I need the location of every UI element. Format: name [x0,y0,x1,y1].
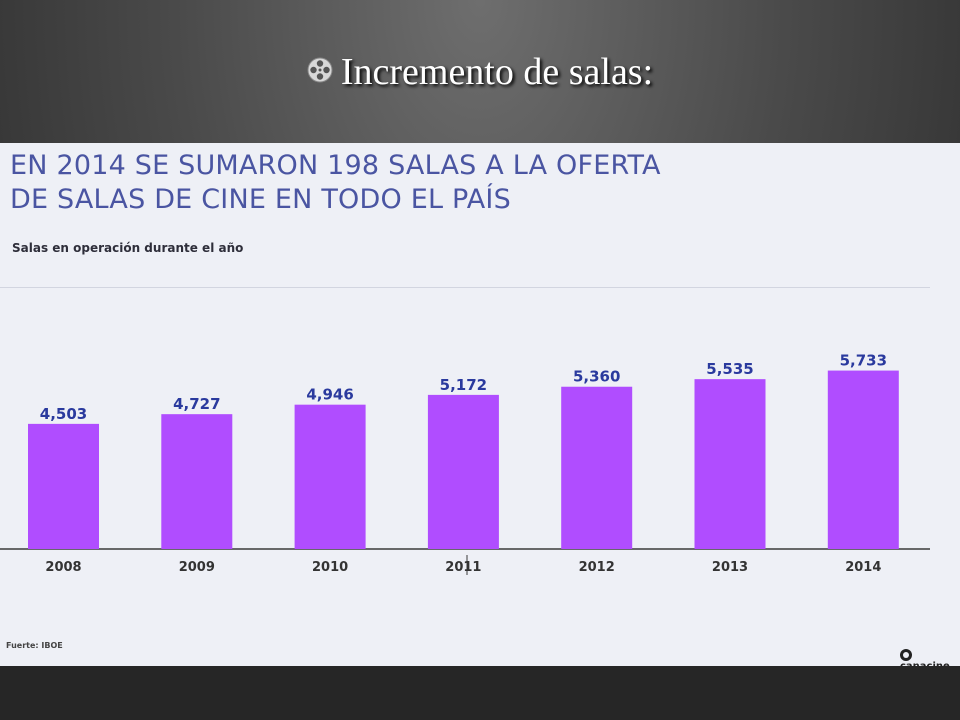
x-tick-2008: 2008 [45,560,81,575]
slide-title-text: Incremento de salas: [340,51,654,93]
bar-2010 [294,404,366,549]
x-tick-2012: 2012 [579,560,615,575]
value-label-2009: 4,727 [173,395,220,413]
slide-footer-bar [0,666,960,720]
bar-2008 [28,423,99,549]
bar-2012 [561,386,633,549]
slide-title: Incremento de salas: [0,50,960,94]
chart-top-divider [0,287,930,288]
x-tick-2010: 2010 [312,560,348,575]
headline-line-2: DE SALAS DE CINE EN TODO EL PAÍS [10,184,511,215]
bar-2011 [427,394,499,549]
bar-2009 [161,414,233,549]
canacine-logo-icon [900,649,912,661]
bar-2013 [694,379,766,549]
headline-line-1: EN 2014 SE SUMARON 198 SALAS A LA OFERTA [10,150,661,181]
infographic-panel: EN 2014 SE SUMARON 198 SALAS A LA OFERTA… [0,143,960,672]
value-label-2012: 5,360 [573,368,620,386]
x-tick-2009: 2009 [179,560,215,575]
value-label-2014: 5,733 [840,352,887,370]
film-reel-icon [307,49,333,93]
value-label-2008: 4,503 [40,405,87,423]
value-label-2010: 4,946 [306,386,353,404]
infographic-headline: EN 2014 SE SUMARON 198 SALAS A LA OFERTA… [10,149,710,217]
value-label-2013: 5,535 [706,360,753,378]
bar-2014 [827,370,899,549]
x-tick-2014: 2014 [845,560,881,575]
bar-chart: 4,503 2008 4,727 2009 4,946 2010 5,172 2011 5,36… [0,352,930,575]
source-note: Fuerte: IBOE [6,641,63,650]
x-tick-2013: 2013 [712,560,748,575]
value-label-2011: 5,172 [440,376,487,394]
x-tick-2011: 2011 [445,560,481,575]
chart-subtitle: Salas en operación durante el año [12,241,244,255]
